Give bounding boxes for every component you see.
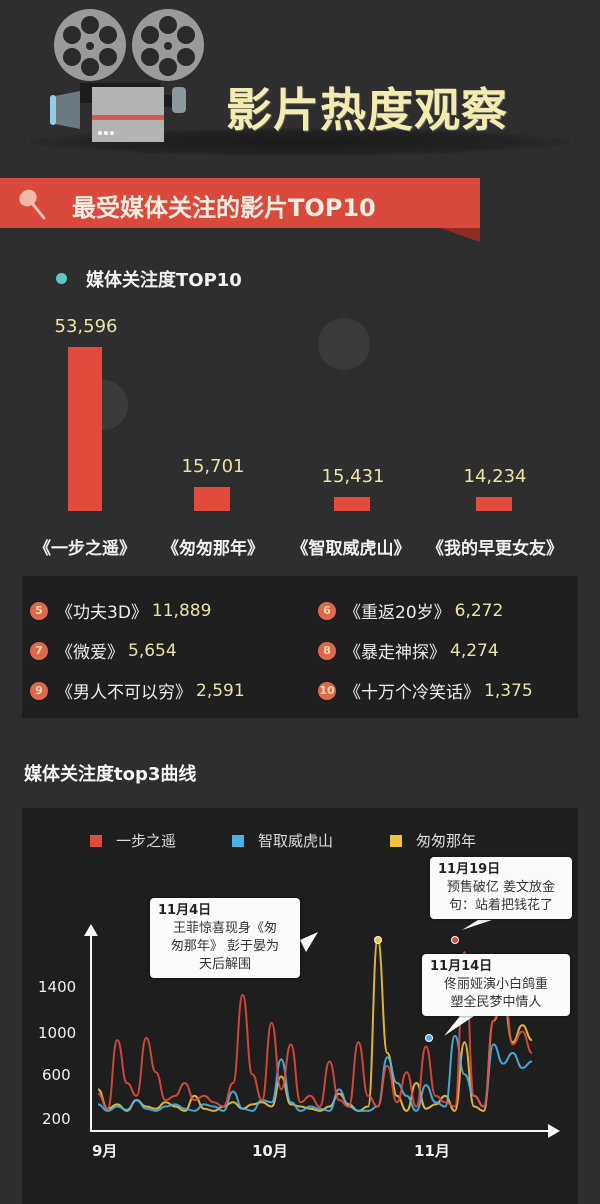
bar-value-2: 15,701 (181, 456, 245, 477)
ranking-item: 9 《男人不可以穷》 2,591 (30, 678, 245, 703)
legend-swatch (390, 834, 402, 847)
rank-value: 1,375 (484, 680, 533, 701)
callout-text: 句：站着把钱花了 (448, 898, 553, 913)
ranking-item: 8 《暴走神探》 4,274 (318, 638, 499, 663)
axes (90, 932, 552, 1132)
rank-badge: 8 (318, 641, 336, 660)
rank-title: 《功夫3D》 (56, 603, 148, 623)
bar-4 (476, 497, 512, 511)
rank-value: 11,889 (151, 600, 212, 621)
x-tick: 11月 (414, 1142, 450, 1160)
bar-label-4: 《我的早更女友》 (427, 539, 563, 559)
y-axis-arrow-icon (84, 924, 98, 936)
rank-value: 5,654 (128, 640, 177, 661)
callout-pointer (300, 932, 318, 952)
section-title: 最受媒体关注的影片TOP10 (72, 194, 376, 222)
callout-date: 11月14日 (430, 959, 493, 974)
peak-marker (425, 1034, 433, 1042)
callout-text: 王菲惊喜现身《匆 (172, 921, 277, 936)
rank-title: 《微爱》 (56, 643, 124, 663)
callout-pointer (462, 920, 492, 930)
rank-value: 2,591 (196, 680, 245, 701)
callout-text: 塑全民梦中情人 (450, 995, 542, 1010)
rank-badge: 5 (30, 601, 48, 620)
ranking-item: 7 《微爱》 5,654 (30, 638, 177, 663)
rank-badge: 10 (318, 681, 336, 700)
peak-marker (451, 936, 459, 944)
peak-marker (374, 936, 382, 944)
rank-title: 《男人不可以穷》 (56, 683, 192, 703)
series-line (97, 1034, 533, 1112)
annotation-callout: 11月14日 佟丽娅演小白鸽重 塑全民梦中情人 (422, 954, 570, 1016)
y-tick: 600 (42, 1066, 71, 1084)
annotation-callout: 11月4日 王菲惊喜现身《匆 匆那年》 彭于晏为 天后解围 (150, 898, 300, 978)
legend-item: 匆匆那年 (390, 830, 476, 851)
rank-badge: 9 (30, 681, 48, 700)
callout-text: 匆那年》 彭于晏为 (170, 939, 280, 954)
page-title: 影片热度观察 (226, 83, 508, 137)
ranking-list (22, 576, 578, 718)
legend-swatch (90, 834, 102, 847)
ranking-item: 10 《十万个冷笑话》 1,375 (318, 678, 533, 703)
bar-value-3: 15,431 (321, 466, 385, 487)
ranking-item: 5 《功夫3D》 11,889 (30, 598, 211, 623)
legend-item: 智取威虎山 (232, 830, 333, 851)
rank-value: 6,272 (454, 600, 504, 621)
legend-label: 智取威虎山 (258, 832, 334, 850)
bar-2 (194, 487, 230, 511)
callout-text: 天后解围 (198, 957, 251, 972)
rank-badge: 6 (318, 601, 336, 620)
callout-date: 11月4日 (158, 903, 212, 918)
rank-badge: 7 (30, 641, 48, 660)
line-chart-title: 媒体关注度top3曲线 (24, 764, 197, 785)
watermark-logo (318, 318, 370, 370)
bar-value-1: 53,596 (54, 316, 118, 337)
rank-title: 《暴走神探》 (344, 643, 446, 663)
legend-label: 匆匆那年 (416, 832, 477, 850)
legend-label: 一步之遥 (116, 832, 177, 850)
bar-label-1: 《一步之遥》 (34, 539, 136, 559)
legend-swatch (232, 834, 244, 847)
series-line (97, 951, 533, 1110)
callout-text: 预售破亿 姜文放金 (446, 880, 556, 895)
legend-dot (56, 273, 67, 284)
x-tick: 10月 (252, 1142, 288, 1160)
ranking-item: 6 《重返20岁》 6,272 (318, 598, 503, 623)
bar-1 (68, 347, 102, 511)
y-tick: 1400 (38, 978, 77, 996)
bar-chart-legend-label: 媒体关注度TOP10 (86, 270, 242, 291)
bar-label-3: 《智取威虎山》 (291, 539, 411, 559)
bar-value-4: 14,234 (463, 466, 527, 487)
bar-label-2: 《匆匆那年》 (162, 539, 264, 559)
film-projector-icon (50, 9, 204, 142)
annotation-callout: 11月19日 预售破亿 姜文放金 句：站着把钱花了 (430, 857, 572, 919)
pushpin-icon (19, 189, 46, 220)
x-axis-arrow-icon (548, 1124, 560, 1138)
header-banner: 影片热度观察 (0, 0, 600, 160)
rank-title: 《重返20岁》 (344, 603, 451, 623)
callout-date: 11月19日 (438, 862, 501, 877)
section-ribbon (0, 178, 480, 228)
bar-3 (334, 497, 370, 511)
x-tick: 9月 (92, 1142, 118, 1160)
y-tick: 200 (42, 1110, 71, 1128)
rank-value: 4,274 (450, 640, 499, 661)
y-tick: 1000 (38, 1024, 77, 1042)
ribbon-fold (440, 228, 480, 242)
callout-text: 佟丽娅演小白鸽重 (443, 977, 548, 992)
callout-pointer (444, 1016, 474, 1036)
legend-item: 一步之遥 (90, 830, 176, 851)
rank-title: 《十万个冷笑话》 (344, 683, 480, 703)
